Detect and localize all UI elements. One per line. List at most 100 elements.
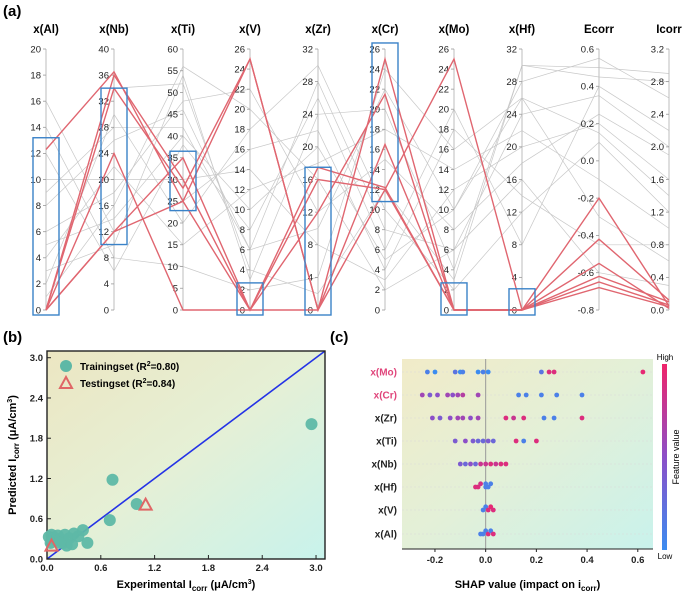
tick-label: 8 [240,225,245,236]
tick-label: 0.4 [581,82,594,93]
shap-point [488,481,494,487]
brush-selection-box [508,288,536,316]
axis-title: x(Al) [33,24,59,36]
x-tick-label: 0.0 [479,555,492,566]
tick-label: 20 [98,175,109,186]
tick-label: 24 [506,110,517,121]
shap-point [534,438,539,444]
shap-point [447,415,453,421]
tick-label: 16 [506,175,517,186]
shap-point [521,438,527,444]
shap-point [452,369,458,375]
tick-label: 32 [302,44,313,55]
brush-selection-box [440,282,468,316]
tick-label: 60 [167,44,178,55]
tick-label: 4 [36,253,41,264]
background-series-line [45,80,670,251]
tick-label: 20 [438,105,449,116]
tick-label: 32 [98,97,109,108]
tick-label: -0.4 [578,231,594,242]
shap-point [541,415,547,421]
axis-title: x(Cr) [372,24,399,36]
shap-point [457,461,463,467]
brush-selection-box [371,42,399,203]
colorbar [662,364,667,550]
tick-label: 8 [104,253,109,264]
axis-title: x(Zr) [305,24,331,36]
shap-point [425,369,430,375]
tick-label: 16 [438,145,449,156]
shap-point [539,392,544,398]
shap-point [455,415,461,421]
training-point [76,524,89,537]
shap-point [480,531,486,537]
tick-label: 0.6 [581,44,594,55]
tick-label: 30 [167,175,178,186]
axis-title: x(Ti) [171,24,195,36]
tick-label: 16 [302,175,313,186]
shap-point [480,507,486,513]
tick-label: 50 [167,88,178,99]
shap-point [470,438,476,444]
y-tick-label: 1.8 [30,434,43,445]
tick-label: 2.8 [651,77,664,88]
x-tick-label: 0.4 [580,555,594,566]
brush-selection-box [32,137,60,316]
tick-label: 6 [36,227,41,238]
shap-point [435,392,440,398]
shap-panel: -0.2 0.0 0.2 0.4 0.6 x(Mo) x(Cr) x(Zr) x(Ti) x(Nb… [370,353,681,593]
tick-label: 24 [234,64,245,75]
shap-point [490,531,496,537]
tick-label: 12 [98,227,109,238]
tick-label: 18 [234,125,245,136]
tick-label: 0 [512,305,517,316]
tick-label: 18 [438,125,449,136]
shap-point [475,415,481,421]
shap-point [419,392,425,398]
tick-label: 2 [36,279,41,290]
shap-point [455,392,461,398]
tick-label: 12 [438,185,449,196]
legend-testing-marker [58,374,74,389]
tick-label: 12 [30,149,41,160]
shap-point [483,461,489,467]
tick-label: 55 [167,66,178,77]
shap-point [516,392,521,398]
plot-area [402,359,653,549]
shap-point [480,369,486,375]
tick-label: 14 [438,165,449,176]
shap-point [554,392,560,398]
feature-label: x(Zr) [375,414,397,425]
y-tick-label: 3.0 [30,353,43,364]
testing-point [43,537,60,552]
background-series-line [45,85,670,272]
highlighted-series-line [45,57,670,313]
tick-label: 16 [234,145,245,156]
scatter-panel: 0.0 0.6 1.2 1.8 2.4 3.0 0.0 0.6 1.2 1.8 2.4 3.0 Trai… [7,350,326,593]
brush-selection-box [100,87,128,246]
testing-point [137,496,154,511]
tick-label: 0.0 [581,156,594,167]
shap-point [511,415,516,421]
tick-label: 28 [506,77,517,88]
x-axis-label: Experimental Icorr (μA/cm3) [117,579,256,593]
shap-point [551,415,557,421]
tick-label: 20 [30,44,41,55]
legend-training-label: Trainingset (R2=0.80) [80,361,179,373]
highlighted-series-line [45,156,670,312]
tick-label: 20 [302,142,313,153]
tick-label: -0.6 [578,268,594,279]
tick-label: 12 [302,207,313,218]
shap-point [513,438,519,444]
shap-point [503,415,509,421]
background-series-line [45,57,670,261]
x-tick-label: 3.0 [309,563,322,574]
x-axis-label: SHAP value (impact on icorr) [455,579,601,593]
tick-label: 6 [444,245,449,256]
tick-label: 1.6 [651,175,664,186]
feature-label: x(Al) [375,530,397,541]
axis-title: Icorr [656,24,682,36]
tick-label: 28 [302,77,313,88]
shap-point [437,415,443,421]
tick-label: 0.8 [651,240,664,251]
